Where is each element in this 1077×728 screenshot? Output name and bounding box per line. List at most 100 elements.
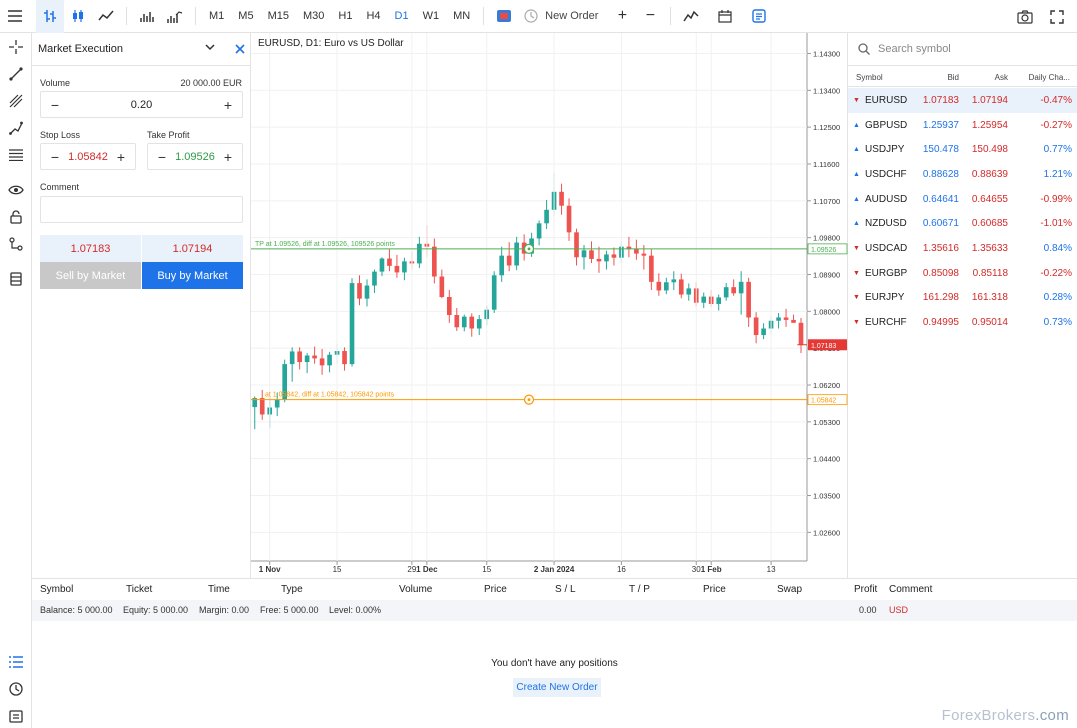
trade-col-profit[interactable]: Profit — [854, 584, 878, 595]
zoom-out-button[interactable]: − — [636, 0, 664, 33]
watchlist-row-usdjpy[interactable]: ▲ USDJPY 150.478 150.498 0.77% — [848, 137, 1077, 162]
trade-list-icon[interactable] — [0, 649, 31, 675]
timeframe-m15[interactable]: M15 — [267, 10, 289, 22]
comment-field[interactable] — [40, 196, 243, 223]
channel-icon[interactable] — [0, 88, 31, 114]
watchlist-row-usdchf[interactable]: ▲ USDCHF 0.88628 0.88639 1.21% — [848, 162, 1077, 187]
trade-col-price[interactable]: Price — [703, 584, 726, 595]
stop-loss-stepper[interactable]: − 1.05842 + — [40, 143, 136, 170]
fullscreen-icon[interactable] — [1043, 0, 1071, 33]
order-type-selector[interactable]: Market Execution — [32, 33, 251, 66]
history-icon[interactable] — [0, 676, 31, 702]
new-order-button[interactable]: New Order — [518, 0, 604, 33]
timeframe-m30[interactable]: M30 — [302, 10, 325, 22]
candle-bear — [506, 255, 512, 266]
zoom-in-button[interactable]: + — [608, 0, 636, 33]
trade-col-s-l[interactable]: S / L — [555, 584, 576, 595]
line-chart-type-icon[interactable] — [92, 0, 120, 33]
chart-settings-icon[interactable] — [745, 0, 773, 33]
volume-decrease-button[interactable]: − — [50, 96, 60, 113]
volume-stepper[interactable]: − 0.20 + — [40, 91, 243, 118]
timeframe-m5[interactable]: M5 — [238, 10, 254, 22]
indicator-curve-icon[interactable] — [677, 0, 705, 33]
watchlist-row-eurjpy[interactable]: ▼ EURJPY 161.298 161.318 0.28% — [848, 286, 1077, 311]
journal-icon[interactable] — [0, 703, 31, 728]
price-chart[interactable]: 1.14300 1.13400 1.12500 1.11600 1.10700 1.098… — [251, 33, 848, 578]
stop-loss-increase-button[interactable]: + — [116, 148, 126, 165]
trade-col-time[interactable]: Time — [208, 584, 230, 595]
trade-col-t-p[interactable]: T / P — [629, 584, 650, 595]
equity-value: Equity: 5 000.00 — [123, 605, 189, 615]
take-profit-value[interactable]: 1.09526 — [175, 150, 215, 163]
volume-increase-button[interactable]: + — [223, 96, 233, 113]
watchlist-daily-change: -0.27% — [1040, 119, 1072, 131]
stop-loss-decrease-button[interactable]: − — [50, 148, 60, 165]
lock-icon[interactable] — [0, 204, 31, 230]
screenshot-icon[interactable] — [1011, 0, 1039, 33]
indicators-icon[interactable] — [161, 0, 189, 33]
col-bid[interactable]: Bid — [947, 73, 959, 82]
candle-bear — [641, 253, 647, 256]
watchlist-row-eurgbp[interactable]: ▼ EURGBP 0.85098 0.85118 -0.22% — [848, 261, 1077, 286]
trendline-icon[interactable] — [0, 61, 31, 87]
crosshair-icon[interactable] — [0, 34, 31, 60]
col-ask[interactable]: Ask — [994, 73, 1008, 82]
create-new-order-button[interactable]: Create New Order — [513, 678, 601, 697]
candle-bull — [663, 282, 669, 291]
candle-bear — [319, 358, 325, 366]
candle-bear — [626, 246, 632, 250]
close-icon[interactable] — [235, 41, 245, 57]
take-profit-decrease-button[interactable]: − — [157, 148, 167, 165]
price-tick-label: 1.03500 — [813, 492, 840, 501]
candle-bull — [671, 279, 677, 283]
col-symbol[interactable]: Symbol — [856, 73, 883, 82]
trade-col-price[interactable]: Price — [484, 584, 507, 595]
candle-bear — [649, 255, 654, 282]
data-window-icon[interactable] — [0, 266, 31, 292]
watchlist-row-gbpusd[interactable]: ▲ GBPUSD 1.25937 1.25954 -0.27% — [848, 113, 1077, 138]
candlestick-chart-type-icon[interactable] — [64, 0, 92, 33]
new-order-label: New Order — [545, 10, 599, 22]
calendar-icon[interactable] — [711, 0, 739, 33]
trade-col-comment[interactable]: Comment — [889, 584, 933, 595]
sell-by-market-button[interactable]: Sell by Market — [40, 262, 141, 289]
trade-col-swap[interactable]: Swap — [777, 584, 803, 595]
watchlist-row-eurusd[interactable]: ▼ EURUSD 1.07183 1.07194 -0.47% — [848, 88, 1077, 113]
objects-tree-icon[interactable] — [0, 231, 31, 257]
timeframe-m1[interactable]: M1 — [209, 10, 225, 22]
trade-col-symbol[interactable]: Symbol — [40, 584, 74, 595]
timeframe-mn[interactable]: MN — [453, 10, 471, 22]
bar-chart-type-icon[interactable] — [36, 0, 64, 33]
watchlist-row-usdcad[interactable]: ▼ USDCAD 1.35616 1.35633 0.84% — [848, 236, 1077, 261]
polyline-icon[interactable] — [0, 115, 31, 141]
timeframe-h4[interactable]: H4 — [366, 10, 381, 22]
timeframe-d1[interactable]: D1 — [394, 10, 409, 22]
menu-icon[interactable] — [0, 0, 30, 33]
watchlist-row-audusd[interactable]: ▲ AUDUSD 0.64641 0.64655 -0.99% — [848, 187, 1077, 212]
one-click-trading-icon[interactable] — [490, 0, 518, 33]
trade-col-ticket[interactable]: Ticket — [126, 584, 153, 595]
col-daily-change[interactable]: Daily Cha... — [1028, 73, 1070, 82]
watchlist-row-eurchf[interactable]: ▼ EURCHF 0.94995 0.95014 0.73% — [848, 310, 1077, 335]
search-input[interactable]: Search symbol — [848, 33, 1077, 66]
trade-col-volume[interactable]: Volume — [399, 584, 433, 595]
candle-bear — [432, 246, 437, 277]
watchlist-row-nzdusd[interactable]: ▲ NZDUSD 0.60671 0.60685 -1.01% — [848, 212, 1077, 237]
volume-value[interactable]: 0.20 — [130, 98, 153, 111]
timeframe-w1[interactable]: W1 — [422, 10, 440, 22]
stop-loss-value[interactable]: 1.05842 — [68, 150, 108, 163]
candle-bull — [476, 319, 482, 329]
take-profit-increase-button[interactable]: + — [223, 148, 233, 165]
candle-bear — [746, 281, 751, 318]
take-profit-stepper[interactable]: − 1.09526 + — [147, 143, 243, 170]
timeframe-h1[interactable]: H1 — [338, 10, 353, 22]
chart-canvas[interactable]: 1.14300 1.13400 1.12500 1.11600 1.10700 1.098… — [251, 33, 848, 578]
order-panel: Market Execution Volume 20 000.00 EUR − … — [32, 33, 251, 578]
buy-by-market-button[interactable]: Buy by Market — [142, 262, 243, 289]
candle-bear — [387, 258, 392, 266]
triangle-down-icon: ▼ — [853, 245, 860, 253]
eye-icon[interactable] — [0, 177, 31, 203]
trade-col-type[interactable]: Type — [281, 584, 303, 595]
volumes-icon[interactable] — [133, 0, 161, 33]
fibonacci-icon[interactable] — [0, 142, 31, 168]
